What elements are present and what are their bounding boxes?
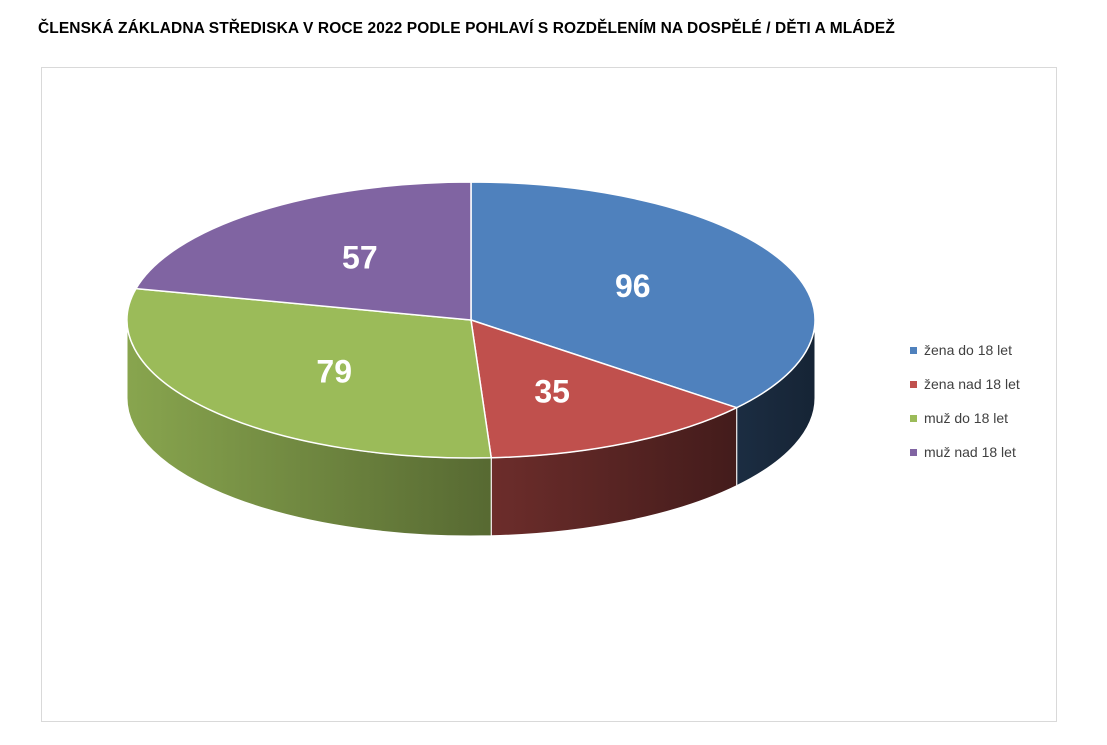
data-label: 96 [615,268,651,304]
legend-label: muž do 18 let [924,410,1009,426]
data-label: 79 [316,354,352,390]
legend-swatch [910,414,917,422]
chart-legend: žena do 18 let žena nad 18 let muž do 18… [910,333,1020,469]
legend-item: muž do 18 let [910,401,1020,435]
legend-swatch [910,380,917,388]
pie-slice [126,287,492,459]
legend-item: žena nad 18 let [910,367,1020,401]
legend-label: žena nad 18 let [924,376,1020,392]
legend-swatch [910,448,917,456]
legend-swatch [910,346,917,354]
chart-title: ČLENSKÁ ZÁKLADNA STŘEDISKA V ROCE 2022 P… [38,20,895,37]
data-label: 35 [534,373,570,409]
pie-slice [470,181,816,409]
pie-slice [470,319,738,459]
data-label: 57 [342,239,378,275]
pie-slice [135,181,472,321]
legend-item: žena do 18 let [910,333,1020,367]
legend-label: muž nad 18 let [924,444,1016,460]
chart-area [41,67,1057,722]
legend-label: žena do 18 let [924,342,1012,358]
legend-item: muž nad 18 let [910,435,1020,469]
